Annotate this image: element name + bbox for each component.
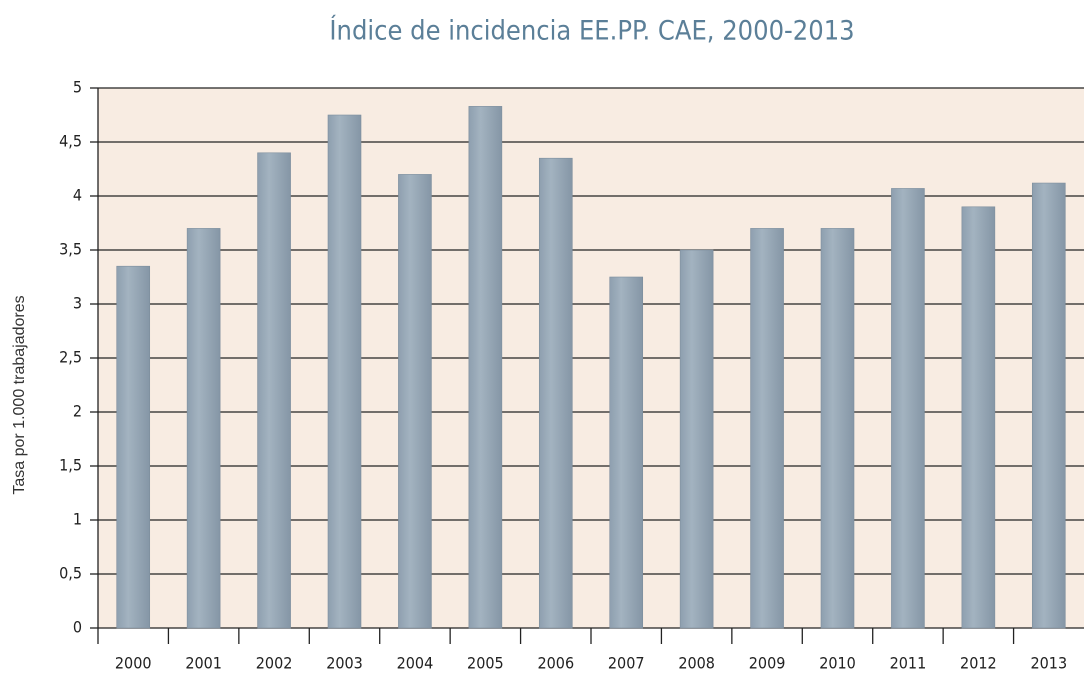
x-tick-label: 2003 (326, 654, 363, 673)
bar (609, 276, 644, 629)
bar (1031, 182, 1066, 629)
x-tick-label: 2006 (537, 654, 574, 673)
x-tick-label: 2013 (1030, 654, 1067, 673)
bar (679, 249, 714, 629)
bar (257, 152, 291, 629)
y-tick-label: 3 (73, 294, 82, 313)
bar (891, 188, 925, 629)
bar (538, 157, 573, 629)
y-tick-label: 5 (73, 78, 82, 97)
y-tick-label: 3,5 (59, 240, 82, 259)
y-tick-label: 1,5 (59, 456, 82, 475)
x-tick-label: 2010 (819, 654, 856, 673)
y-tick-label: 0,5 (59, 564, 82, 583)
y-tick-label: 4,5 (59, 132, 82, 151)
x-tick-label: 2002 (256, 654, 293, 673)
x-tick-label: 2001 (185, 654, 222, 673)
bar (398, 174, 432, 629)
x-tick-label: 2008 (678, 654, 715, 673)
bar (327, 114, 362, 629)
y-tick-label: 0 (73, 618, 82, 637)
bar (961, 206, 996, 629)
x-tick-label: 2012 (960, 654, 997, 673)
bar (820, 228, 855, 629)
y-tick-label: 2 (73, 402, 82, 421)
y-axis-label: Tasa por 1.000 trabajadores (11, 295, 28, 494)
bar (468, 106, 503, 629)
x-tick-label: 2005 (467, 654, 504, 673)
y-tick-label: 4 (73, 186, 82, 205)
chart-title: Índice de incidencia EE.PP. CAE, 2000-20… (329, 15, 854, 47)
y-tick-label: 1 (73, 510, 82, 529)
x-tick-label: 2000 (115, 654, 152, 673)
bar (750, 228, 784, 629)
bar (186, 228, 221, 629)
x-tick-label: 2007 (608, 654, 645, 673)
y-tick-label: 2,5 (59, 348, 82, 367)
x-tick-label: 2004 (397, 654, 434, 673)
x-tick-label: 2009 (749, 654, 786, 673)
bar (116, 265, 151, 629)
x-tick-label: 2011 (890, 654, 927, 673)
